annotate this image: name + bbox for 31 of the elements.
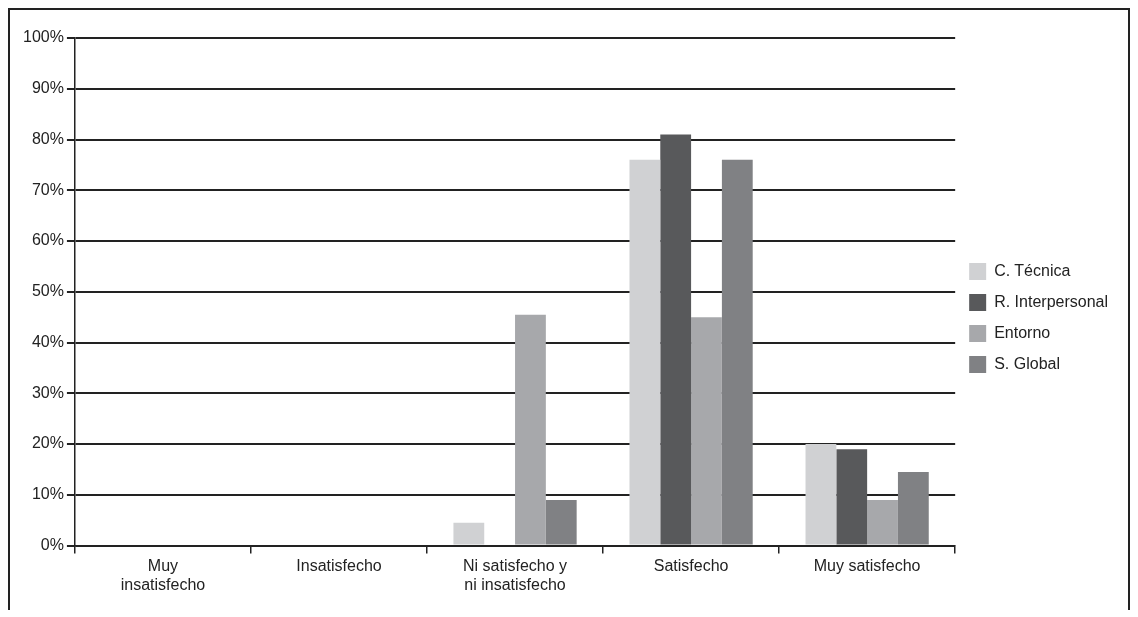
- legend-label: Entorno: [994, 323, 1051, 341]
- y-tick-label: 80%: [31, 129, 64, 147]
- bar: [515, 314, 546, 545]
- x-tick-label: Ni satisfecho y ni insatisfecho: [463, 556, 568, 593]
- legend-label: C. Técnica: [994, 261, 1071, 279]
- bar: [721, 159, 753, 545]
- x-tick-label: Muy satisfecho: [813, 556, 921, 574]
- bar: [453, 522, 485, 545]
- y-tick-label: 40%: [31, 332, 64, 350]
- y-tick-label: 20%: [31, 434, 64, 452]
- y-tick-label: 60%: [31, 231, 64, 249]
- x-tick-label: Muy insatisfecho: [120, 556, 206, 593]
- y-tick-label: 100%: [23, 28, 64, 46]
- y-tick-label: 50%: [31, 282, 64, 300]
- y-tick-label: 0%: [40, 536, 64, 554]
- y-tick-label: 10%: [31, 485, 64, 503]
- bar: [691, 317, 722, 545]
- x-tick-label: Insatisfecho: [296, 556, 382, 574]
- bar: [805, 444, 837, 545]
- y-tick-label: 30%: [31, 383, 64, 401]
- bar: [629, 159, 661, 545]
- x-tick-label: Satisfecho: [653, 556, 729, 574]
- bar: [545, 499, 577, 545]
- bar: [897, 472, 929, 545]
- bar: [867, 499, 898, 545]
- y-tick-label: 70%: [31, 180, 64, 198]
- legend-label: S. Global: [994, 354, 1060, 372]
- bar: [660, 134, 692, 545]
- bar: [836, 449, 868, 545]
- y-tick-label: 90%: [31, 79, 64, 97]
- legend-label: R. Interpersonal: [994, 292, 1109, 310]
